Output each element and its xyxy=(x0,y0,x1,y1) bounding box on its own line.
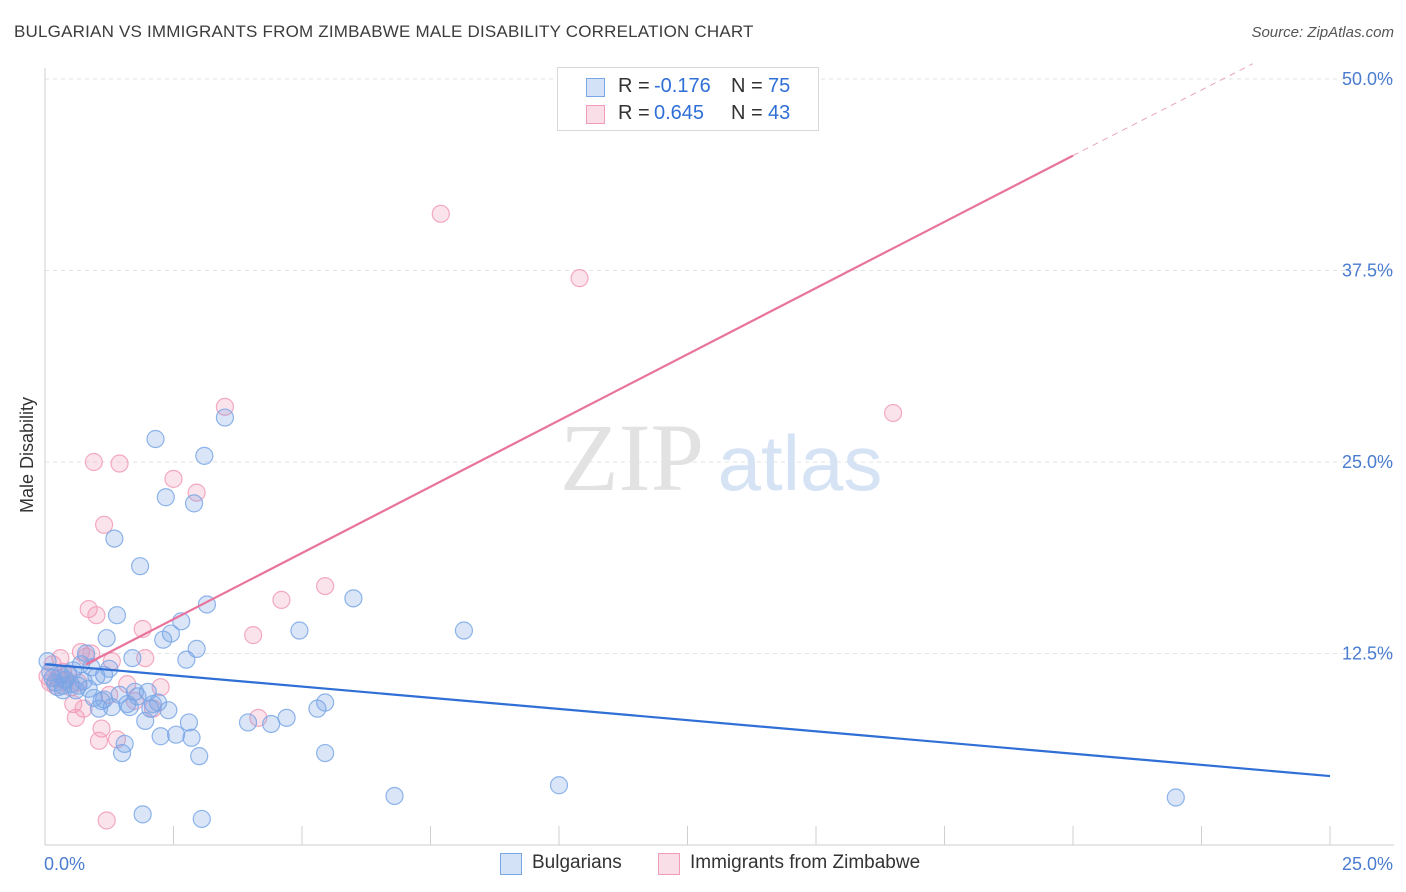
scatter-point xyxy=(182,728,201,747)
y-tick-label: 37.5% xyxy=(1342,261,1393,281)
scatter-point xyxy=(136,648,155,668)
legend-n-value: 43 xyxy=(768,102,791,124)
y-tick-label: 12.5% xyxy=(1342,644,1393,664)
scatter-point xyxy=(192,809,211,829)
scatter-point xyxy=(105,529,124,548)
y-tick-label: 25.0% xyxy=(1342,452,1393,472)
scatter-point xyxy=(344,589,363,608)
legend-r-label: R = xyxy=(618,75,650,97)
scatter-point xyxy=(166,725,186,744)
scatter-point xyxy=(151,727,170,746)
y-tick-labels: 12.5% 25.0% 37.5% 50.0% xyxy=(1342,69,1393,664)
scatter-point xyxy=(156,488,175,507)
scatter-point xyxy=(115,734,134,753)
scatter-point xyxy=(159,701,178,720)
x-tick-labels: 0.0% 25.0% xyxy=(44,854,1393,874)
watermark: ZIP atlas xyxy=(560,404,882,511)
scatter-point xyxy=(146,429,165,449)
scatter-point xyxy=(184,494,204,513)
bottom-legend-swatch-blue xyxy=(500,853,522,875)
scatter-point xyxy=(69,676,88,695)
scatter-point xyxy=(123,648,142,668)
scatter-point xyxy=(161,624,181,643)
trend-line-zimbabwe xyxy=(85,154,1074,666)
stats-legend: R = -0.176 N = 75 R = 0.645 N = 43 xyxy=(557,67,819,131)
watermark-atlas: atlas xyxy=(718,419,883,507)
scatter-point xyxy=(107,606,127,625)
scatter-point xyxy=(64,694,83,714)
scatter-point xyxy=(454,621,474,640)
bottom-legend-label: Immigrants from Zimbabwe xyxy=(690,852,921,873)
scatter-point xyxy=(95,515,114,534)
chart-title: BULGARIAN VS IMMIGRANTS FROM ZIMBABWE MA… xyxy=(14,22,754,41)
bottom-legend-label: Bulgarians xyxy=(532,852,622,873)
scatter-point xyxy=(190,747,209,766)
scatter-point xyxy=(883,403,903,423)
series-bulgarians xyxy=(38,408,1185,829)
scatter-point xyxy=(238,713,258,732)
legend-r-label: R = xyxy=(618,102,650,124)
scatter-point xyxy=(570,269,589,288)
scatter-point xyxy=(95,690,114,709)
legend-r-value: 0.645 xyxy=(654,102,705,124)
scatter-point xyxy=(133,805,152,824)
scatter-point xyxy=(97,629,116,648)
legend-n-label: N = xyxy=(731,75,763,97)
source-label: Source: ZipAtlas.com xyxy=(1251,24,1394,41)
grid-lines xyxy=(45,78,1394,654)
scatter-point xyxy=(148,693,168,712)
scatter-point xyxy=(262,714,281,734)
legend-n-label: N = xyxy=(731,102,763,124)
y-tick-label: 50.0% xyxy=(1342,69,1393,89)
scatter-point xyxy=(195,446,214,465)
scatter-point xyxy=(431,204,450,223)
legend-n-value: 75 xyxy=(768,75,791,97)
scatter-point xyxy=(244,626,263,645)
x-tick-label: 0.0% xyxy=(44,854,85,874)
scatter-point xyxy=(97,811,116,830)
scatter-point xyxy=(290,621,309,640)
x-tick-label: 25.0% xyxy=(1342,854,1393,874)
trend-line-bulgarians xyxy=(44,663,1331,778)
scatter-point xyxy=(84,452,103,472)
legend-swatch-blue xyxy=(586,78,605,97)
scatter-point xyxy=(92,719,111,738)
scatter-point xyxy=(59,664,78,683)
scatter-point xyxy=(53,681,73,700)
legend-swatch-pink xyxy=(586,105,605,124)
scatter-point xyxy=(187,639,206,659)
y-axis-label: Male Disability xyxy=(17,397,37,513)
scatter-point xyxy=(187,483,206,502)
axes xyxy=(44,68,1394,846)
scatter-point xyxy=(164,469,183,488)
legend-r-value: -0.176 xyxy=(654,75,711,97)
scatter-point xyxy=(316,576,335,596)
bottom-legend-swatch-pink xyxy=(658,853,680,875)
trend-lines xyxy=(44,63,1331,778)
scatter-point xyxy=(215,408,234,427)
scatter-point xyxy=(179,713,199,732)
scatter-point xyxy=(549,776,569,795)
watermark-zip: ZIP xyxy=(560,404,704,511)
scatter-point xyxy=(77,644,96,663)
scatter-point xyxy=(316,693,335,712)
scatter-point xyxy=(277,708,296,727)
scatter-point xyxy=(87,606,106,625)
scatter-point xyxy=(110,454,129,473)
scatter-point xyxy=(66,708,85,727)
scatter-point xyxy=(272,590,291,609)
scatter-point xyxy=(215,397,234,416)
scatter-point xyxy=(130,557,150,576)
scatter-point xyxy=(385,786,404,806)
scatter-point xyxy=(128,687,147,706)
scatter-point xyxy=(1166,788,1185,807)
trend-line-zimbabwe-extrapolated xyxy=(1072,63,1254,157)
scatter-point xyxy=(316,743,335,763)
